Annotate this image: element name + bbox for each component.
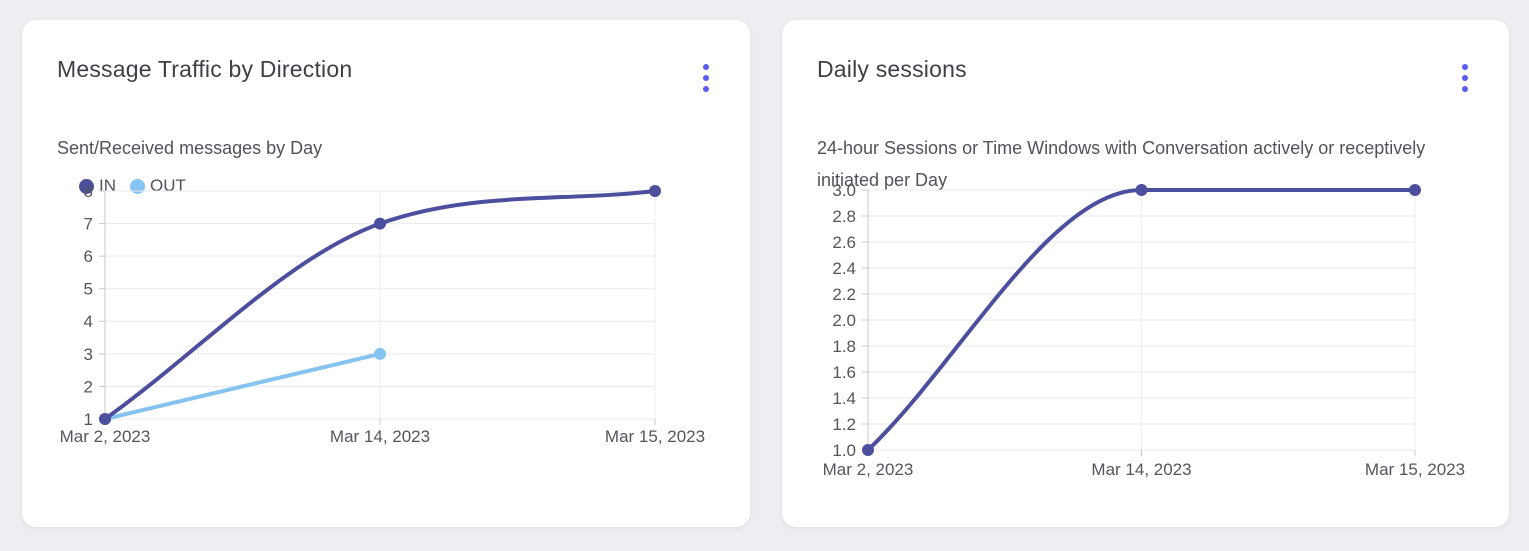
- legend-item-in[interactable]: IN: [79, 176, 116, 196]
- kebab-dot-icon: [1462, 86, 1468, 92]
- chart-legend: IN OUT: [79, 176, 715, 196]
- card-message-traffic: Message Traffic by Direction Sent/Receiv…: [22, 20, 750, 527]
- svg-text:6: 6: [84, 247, 93, 266]
- svg-text:4: 4: [84, 312, 93, 331]
- kebab-menu-button[interactable]: [1454, 58, 1476, 98]
- legend-dot-out-icon: [130, 178, 145, 194]
- card-title: Message Traffic by Direction: [57, 56, 353, 82]
- svg-text:2.6: 2.6: [832, 233, 856, 252]
- svg-text:1.4: 1.4: [832, 389, 856, 408]
- legend-label-out: OUT: [150, 176, 186, 195]
- svg-text:1: 1: [84, 410, 93, 429]
- svg-text:1.0: 1.0: [832, 441, 856, 460]
- svg-text:2: 2: [84, 377, 93, 396]
- kebab-dot-icon: [703, 64, 709, 70]
- card-header: Message Traffic by Direction: [22, 20, 750, 98]
- legend-dot-in-icon: [79, 178, 94, 194]
- legend-item-out[interactable]: OUT: [130, 176, 186, 196]
- card-title: Daily sessions: [817, 56, 967, 82]
- svg-text:5: 5: [84, 280, 93, 299]
- svg-text:2.2: 2.2: [832, 285, 856, 304]
- svg-text:2.0: 2.0: [832, 311, 856, 330]
- svg-text:Mar 14, 2023: Mar 14, 2023: [1091, 460, 1191, 479]
- svg-text:Mar 2, 2023: Mar 2, 2023: [60, 427, 151, 446]
- kebab-menu-button[interactable]: [695, 58, 717, 98]
- svg-text:3: 3: [84, 345, 93, 364]
- card-subtitle: 24-hour Sessions or Time Windows with Co…: [817, 138, 1426, 190]
- legend-label-in: IN: [99, 176, 116, 195]
- kebab-dot-icon: [1462, 64, 1468, 70]
- kebab-dot-icon: [703, 75, 709, 81]
- svg-text:2.8: 2.8: [832, 207, 856, 226]
- svg-text:1.2: 1.2: [832, 415, 856, 434]
- svg-text:Mar 15, 2023: Mar 15, 2023: [605, 427, 705, 446]
- svg-text:Mar 2, 2023: Mar 2, 2023: [823, 460, 914, 479]
- line-chart-daily-sessions[interactable]: 1.0 1.2 1.4 1.6 1.8 2.0 2.2 2.4 2.6 2.8 3.0 Mar 2, …: [800, 182, 1506, 492]
- line-chart-message-traffic[interactable]: 1 2 3 4 5 6 7 8 Mar 2, 2023 Mar 14, 2023 Mar 15, 2…: [40, 185, 746, 457]
- svg-text:7: 7: [84, 215, 93, 234]
- svg-text:1.6: 1.6: [832, 363, 856, 382]
- svg-text:1.8: 1.8: [832, 337, 856, 356]
- card-daily-sessions: Daily sessions 24-hour Sessions or Time …: [782, 20, 1509, 527]
- svg-text:8: 8: [84, 185, 93, 201]
- card-subtitle: Sent/Received messages by Day: [57, 138, 323, 158]
- kebab-dot-icon: [1462, 75, 1468, 81]
- kebab-dot-icon: [703, 86, 709, 92]
- svg-text:Mar 15, 2023: Mar 15, 2023: [1365, 460, 1465, 479]
- svg-text:3.0: 3.0: [832, 182, 856, 200]
- svg-text:Mar 14, 2023: Mar 14, 2023: [330, 427, 430, 446]
- svg-text:2.4: 2.4: [832, 259, 856, 278]
- card-header: Daily sessions: [782, 20, 1509, 98]
